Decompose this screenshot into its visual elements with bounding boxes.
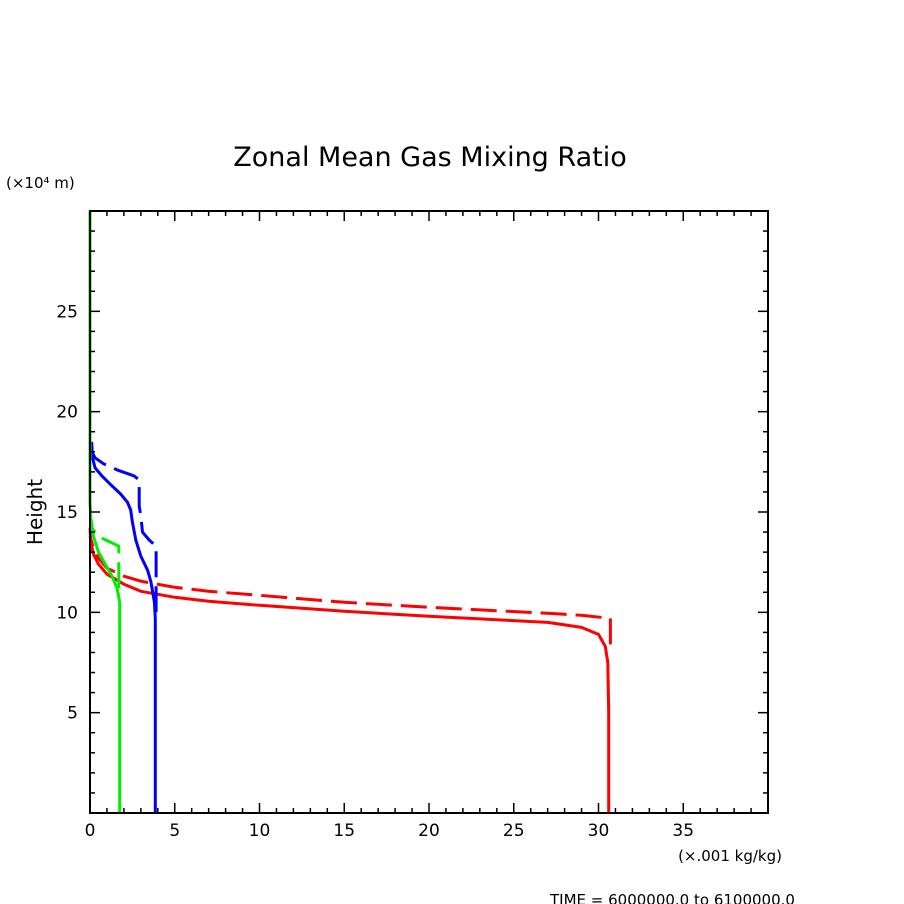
y-tick-label: 25 xyxy=(56,302,78,322)
x-tick-label: 5 xyxy=(169,821,180,841)
y-axis-label: Height xyxy=(23,479,47,545)
plot-frame xyxy=(89,210,769,814)
series-line-4 xyxy=(90,451,158,613)
footer-time-label: TIME = 6000000.0 to 6100000.0 xyxy=(549,891,795,904)
series-line-6 xyxy=(88,525,121,589)
series-line-3 xyxy=(90,441,157,813)
series-line-1 xyxy=(88,528,611,813)
ticks-layer: 0 5 10 15 20 25 30 35 5 10 15 20 25 xyxy=(56,210,769,841)
x-tick-label: 30 xyxy=(588,821,610,841)
y-unit-label: (×10⁴ m) xyxy=(6,174,75,192)
y-tick-label: 15 xyxy=(56,503,78,523)
chart-title: Zonal Mean Gas Mixing Ratio xyxy=(233,142,626,173)
y-tick-label: 10 xyxy=(56,603,78,623)
x-tick-label: 0 xyxy=(85,821,96,841)
series-layer xyxy=(88,211,612,813)
x-tick-label: 15 xyxy=(333,821,355,841)
series-line-2 xyxy=(88,535,612,645)
x-tick-label: 10 xyxy=(249,821,271,841)
y-tick-label: 5 xyxy=(67,704,78,724)
y-tick-label: 20 xyxy=(56,403,78,423)
x-tick-label: 20 xyxy=(418,821,440,841)
x-tick-label: 25 xyxy=(503,821,525,841)
x-unit-label: (×.001 kg/kg) xyxy=(678,847,782,865)
x-tick-label: 35 xyxy=(672,821,694,841)
